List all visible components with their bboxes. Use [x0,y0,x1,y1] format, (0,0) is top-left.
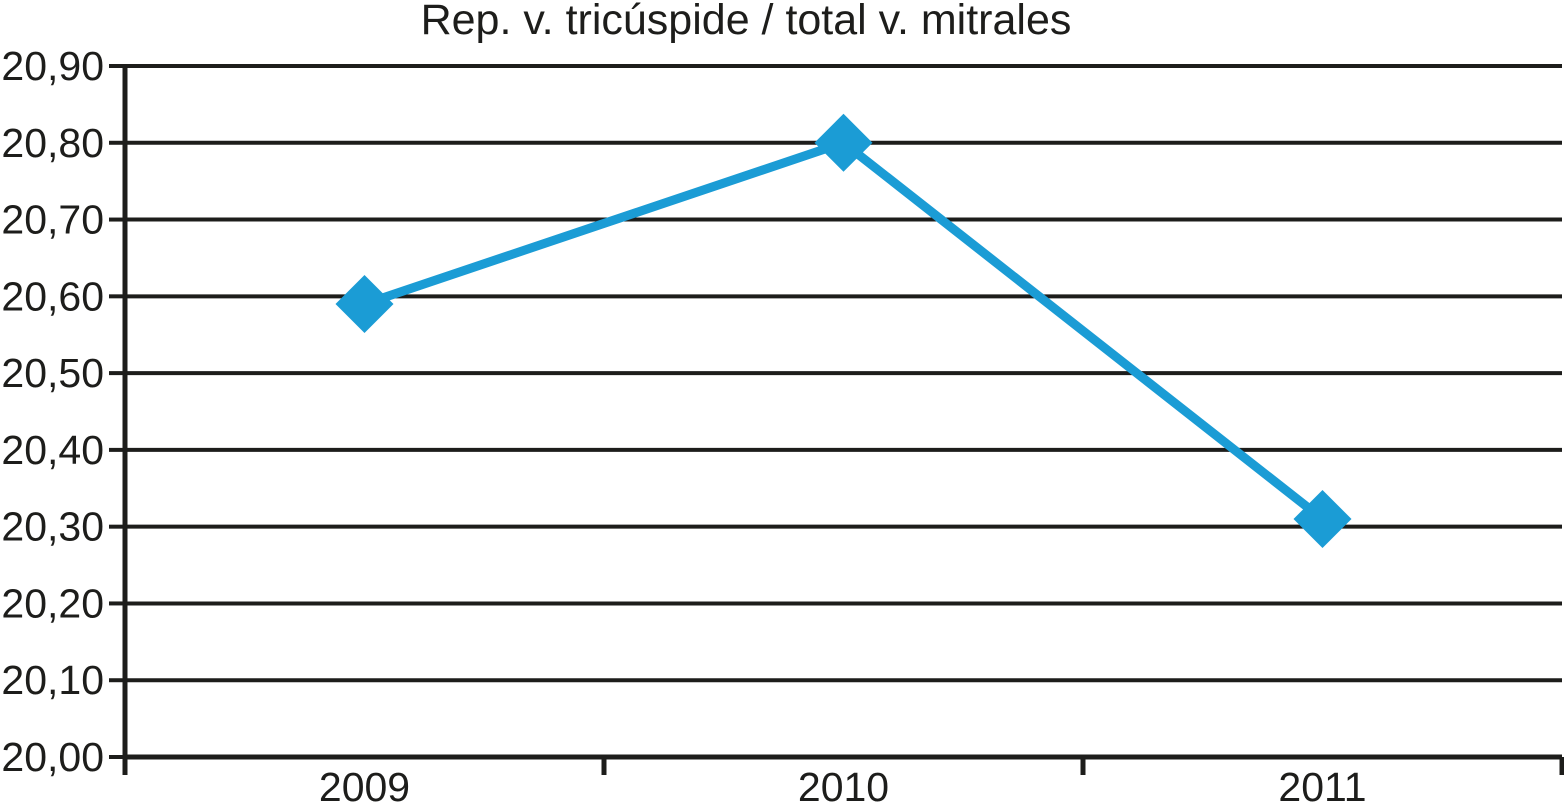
y-tick-label: 20,90 [1,43,104,89]
y-tick-label: 20,50 [1,350,104,396]
y-tick-label: 20,80 [1,120,104,166]
series-line [360,138,1327,524]
y-tick-label: 20,30 [1,504,104,550]
y-tick-label: 20,40 [1,427,104,473]
chart-title: Rep. v. tricúspide / total v. mitrales [420,0,1072,44]
y-tick-label: 20,60 [1,273,104,319]
x-tick-label: 2009 [319,764,410,810]
y-tick-label: 20,70 [1,197,104,243]
y-tick-label: 20,10 [1,657,104,703]
x-tick-label: 2011 [1278,764,1366,810]
y-tick-label: 20,00 [1,734,104,780]
y-tick-label: 20,20 [1,580,104,626]
data-point-2010 [814,113,873,172]
data-point-2009 [335,275,394,334]
x-tick-label: 2010 [798,764,889,810]
